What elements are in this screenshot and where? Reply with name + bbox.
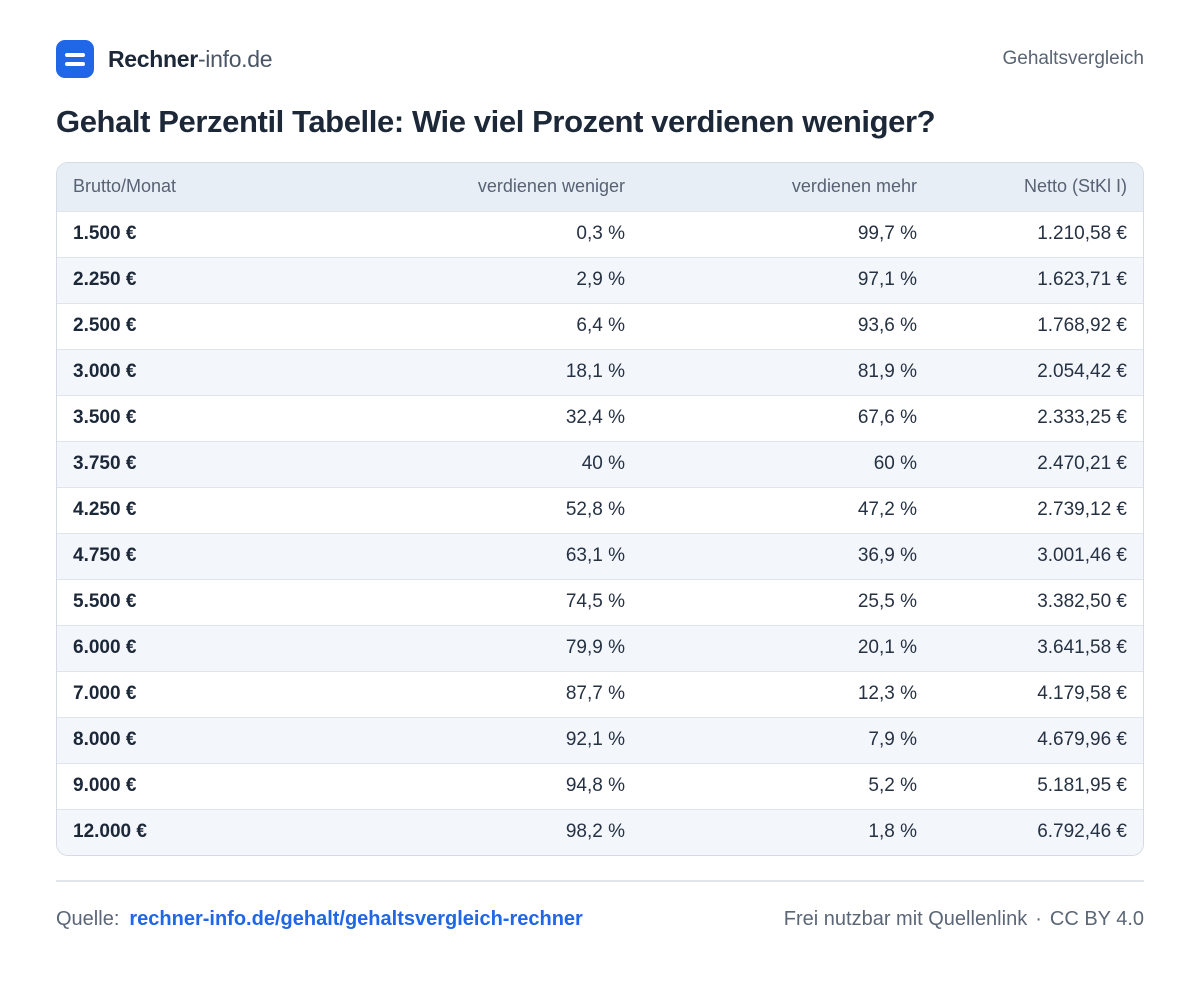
table-row: 5.500 € 74,5 % 25,5 % 3.382,50 € xyxy=(57,579,1143,625)
column-header-brutto: Brutto/Monat xyxy=(73,176,177,197)
netto-cell: 1.768,92 € xyxy=(1037,315,1127,336)
netto-cell: 1.623,71 € xyxy=(1037,269,1127,290)
table-row: 1.500 € 0,3 % 99,7 % 1.210,58 € xyxy=(57,211,1143,257)
brutto-cell: 8.000 € xyxy=(73,729,137,750)
logo-bar-top xyxy=(65,52,85,57)
netto-cell: 3.382,50 € xyxy=(1037,591,1127,612)
mehr-cell: 60 % xyxy=(873,453,917,474)
netto-cell: 1.210,58 € xyxy=(1037,223,1127,244)
column-header-weniger: verdienen weniger xyxy=(477,176,625,197)
brutto-cell: 9.000 € xyxy=(73,775,137,796)
table-body: 1.500 € 0,3 % 99,7 % 1.210,58 € 2.250 € 2,9 %… xyxy=(57,211,1143,855)
column-header-netto: Netto (StKl I) xyxy=(1023,176,1127,197)
netto-cell: 3.001,46 € xyxy=(1037,545,1127,566)
column-header-mehr: verdienen mehr xyxy=(791,176,917,197)
weniger-cell: 6,4 % xyxy=(576,315,625,336)
weniger-cell: 2,9 % xyxy=(576,269,625,290)
mehr-cell: 20,1 % xyxy=(857,637,917,658)
netto-cell: 2.470,21 € xyxy=(1037,453,1127,474)
mehr-cell: 67,6 % xyxy=(857,407,917,428)
weniger-cell: 52,8 % xyxy=(565,499,625,520)
brutto-cell: 2.500 € xyxy=(73,315,137,336)
percentile-table: Brutto/Monat verdienen weniger verdienen… xyxy=(56,162,1144,856)
table-row: 7.000 € 87,7 % 12,3 % 4.179,58 € xyxy=(57,671,1143,717)
mehr-cell: 99,7 % xyxy=(857,223,917,244)
table: Brutto/Monat verdienen weniger verdienen… xyxy=(57,163,1143,855)
table-row: 3.750 € 40 % 60 % 2.470,21 € xyxy=(57,441,1143,487)
netto-cell: 3.641,58 € xyxy=(1037,637,1127,658)
brand-name: Rechner-info.de xyxy=(108,45,273,73)
weniger-cell: 32,4 % xyxy=(565,407,625,428)
mehr-cell: 36,9 % xyxy=(857,545,917,566)
brutto-cell: 3.750 € xyxy=(73,453,137,474)
netto-cell: 4.179,58 € xyxy=(1037,683,1127,704)
mehr-cell: 7,9 % xyxy=(868,729,917,750)
weniger-cell: 87,7 % xyxy=(565,683,625,704)
license-separator: · xyxy=(1035,907,1042,930)
nav-link-gehaltsvergleich[interactable]: Gehaltsvergleich xyxy=(1002,48,1144,69)
brutto-cell: 5.500 € xyxy=(73,591,137,612)
weniger-cell: 98,2 % xyxy=(565,821,625,843)
weniger-cell: 40 % xyxy=(581,453,625,474)
brutto-cell: 1.500 € xyxy=(73,223,137,244)
weniger-cell: 79,9 % xyxy=(565,637,625,658)
brand-name-light: -info.de xyxy=(197,45,273,72)
brutto-cell: 4.250 € xyxy=(73,499,137,520)
table-row: 2.250 € 2,9 % 97,1 % 1.623,71 € xyxy=(57,257,1143,303)
table-row: 9.000 € 94,8 % 5,2 % 5.181,95 € xyxy=(57,763,1143,809)
mehr-cell: 12,3 % xyxy=(857,683,917,704)
page-title: Gehalt Perzentil Tabelle: Wie viel Proze… xyxy=(56,104,936,139)
brand[interactable]: Rechner-info.de xyxy=(56,40,273,78)
license-line: Frei nutzbar mit Quellenlink · CC BY 4.0 xyxy=(784,908,1144,931)
netto-cell: 2.333,25 € xyxy=(1037,407,1127,428)
mehr-cell: 81,9 % xyxy=(857,361,917,382)
table-row: 3.500 € 32,4 % 67,6 % 2.333,25 € xyxy=(57,395,1143,441)
netto-cell: 5.181,95 € xyxy=(1037,775,1127,796)
table-row: 3.000 € 18,1 % 81,9 % 2.054,42 € xyxy=(57,349,1143,395)
weniger-cell: 0,3 % xyxy=(576,223,625,244)
mehr-cell: 25,5 % xyxy=(857,591,917,612)
mehr-cell: 1,8 % xyxy=(868,821,917,843)
weniger-cell: 18,1 % xyxy=(565,361,625,382)
brand-name-strong: Rechner xyxy=(108,45,198,72)
weniger-cell: 92,1 % xyxy=(565,729,625,750)
license-text: Frei nutzbar mit Quellenlink xyxy=(783,907,1028,930)
brutto-cell: 7.000 € xyxy=(73,683,137,704)
netto-cell: 2.739,12 € xyxy=(1037,499,1127,520)
brutto-cell: 12.000 € xyxy=(73,821,147,843)
weniger-cell: 94,8 % xyxy=(565,775,625,796)
table-row: 6.000 € 79,9 % 20,1 % 3.641,58 € xyxy=(57,625,1143,671)
table-header-row: Brutto/Monat verdienen weniger verdienen… xyxy=(57,163,1143,211)
netto-cell: 4.679,96 € xyxy=(1037,729,1127,750)
brutto-cell: 3.000 € xyxy=(73,361,137,382)
source-label: Quelle: xyxy=(56,907,120,930)
netto-cell: 2.054,42 € xyxy=(1037,361,1127,382)
logo-bar-bottom xyxy=(65,61,85,66)
table-row: 12.000 € 98,2 % 1,8 % 6.792,46 € xyxy=(57,809,1143,855)
mehr-cell: 5,2 % xyxy=(868,775,917,796)
brutto-cell: 2.250 € xyxy=(73,269,137,290)
netto-cell: 6.792,46 € xyxy=(1037,821,1127,843)
site-header: Rechner-info.de Gehaltsvergleich xyxy=(56,40,1144,78)
footer: Quelle: rechner-info.de/gehalt/gehaltsver… xyxy=(56,904,1144,934)
table-row: 4.250 € 52,8 % 47,2 % 2.739,12 € xyxy=(57,487,1143,533)
footer-divider xyxy=(56,880,1144,882)
brutto-cell: 3.500 € xyxy=(73,407,137,428)
source-link[interactable]: rechner-info.de/gehalt/gehaltsvergleich-… xyxy=(129,907,583,930)
weniger-cell: 74,5 % xyxy=(565,591,625,612)
table-row: 8.000 € 92,1 % 7,9 % 4.679,96 € xyxy=(57,717,1143,763)
brutto-cell: 4.750 € xyxy=(73,545,137,566)
mehr-cell: 47,2 % xyxy=(857,499,917,520)
mehr-cell: 93,6 % xyxy=(857,315,917,336)
mehr-cell: 97,1 % xyxy=(857,269,917,290)
source-line: Quelle: rechner-info.de/gehalt/gehaltsver… xyxy=(56,908,583,931)
table-row: 4.750 € 63,1 % 36,9 % 3.001,46 € xyxy=(57,533,1143,579)
table-header: Brutto/Monat verdienen weniger verdienen… xyxy=(57,163,1143,211)
brutto-cell: 6.000 € xyxy=(73,637,137,658)
logo-icon xyxy=(56,40,94,78)
weniger-cell: 63,1 % xyxy=(565,545,625,566)
table-row: 2.500 € 6,4 % 93,6 % 1.768,92 € xyxy=(57,303,1143,349)
license-name: CC BY 4.0 xyxy=(1049,907,1144,930)
